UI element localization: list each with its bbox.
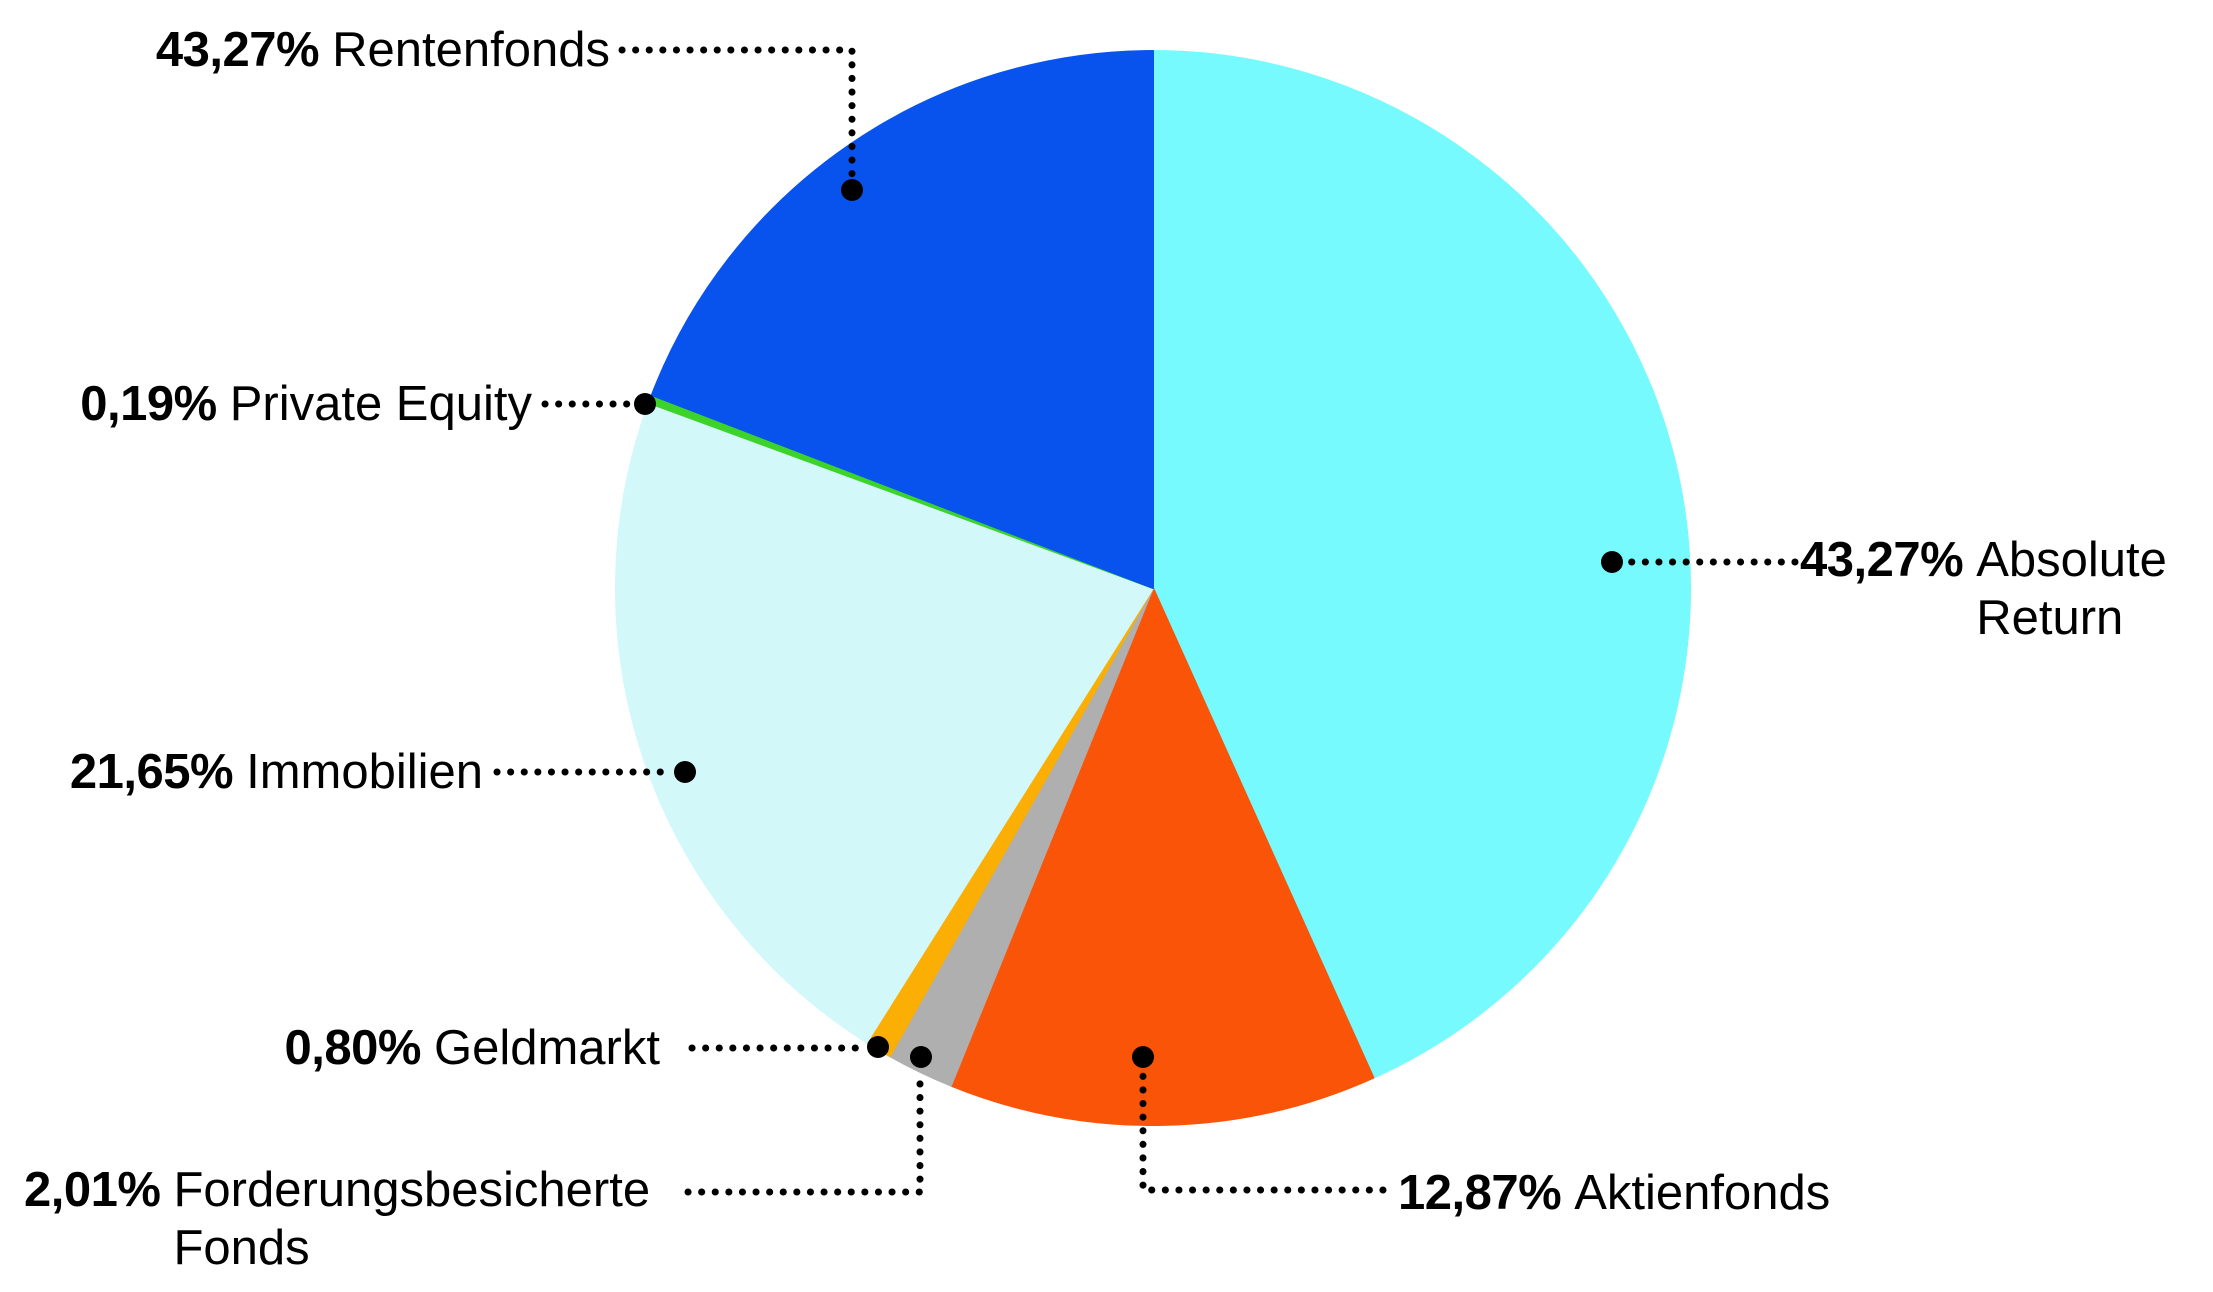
slice-name: Immobilien xyxy=(246,745,483,799)
slice-callout-forderungsbesicherte-fonds: 2,01% Forderungsbesicherte Fonds xyxy=(24,1161,733,1277)
slice-callout-absolute-return: 43,27% Absolute Return xyxy=(1800,531,2181,647)
slice-name: Aktienfonds xyxy=(1574,1166,1831,1220)
slice-value: 0,80% xyxy=(284,1021,422,1075)
slice-callout-aktienfonds: 12,87% Aktienfonds xyxy=(1398,1164,1830,1222)
leader-dot-geldmarkt xyxy=(867,1036,889,1058)
slice-callout-private-equity: 0,19% Private Equity xyxy=(80,375,532,433)
slice-value: 21,65% xyxy=(69,745,234,799)
slice-value: 43,27% xyxy=(1800,533,1964,587)
slice-name: Rentenfonds xyxy=(332,23,610,77)
leader-dot-forderungsbesicherte-fonds xyxy=(910,1046,932,1068)
slice-callout-rentenfonds: 43,27% Rentenfonds xyxy=(156,21,610,79)
pie-slice-aktienfonds xyxy=(949,587,1375,1127)
slice-value: 12,87% xyxy=(1398,1166,1562,1220)
pie-slice-immobilien xyxy=(615,401,1154,1044)
slice-name: Geldmarkt xyxy=(433,1021,660,1075)
pie-slice-absolute-return xyxy=(1152,50,1691,1079)
pie-slices xyxy=(615,50,1691,1127)
slice-callout-geldmarkt: 0,80% Geldmarkt xyxy=(285,1019,660,1077)
leader-dot-rentenfonds xyxy=(841,179,863,201)
slice-value: 43,27% xyxy=(155,23,320,77)
leader-dot-aktienfonds xyxy=(1132,1046,1154,1068)
leader-dot-absolute-return xyxy=(1601,551,1623,573)
slice-name: Private Equity xyxy=(229,377,532,431)
leader-line-rentenfonds xyxy=(618,46,856,182)
slice-value: 2,01% xyxy=(24,1163,161,1217)
leader-dot-immobilien xyxy=(674,761,696,783)
slice-name: Forderungsbesicherte Fonds xyxy=(173,1163,651,1275)
slice-callout-immobilien: 21,65% Immobilien xyxy=(70,743,483,801)
leader-lines xyxy=(493,46,1799,1196)
leader-line-aktienfonds xyxy=(1139,1069,1387,1194)
leader-dot-private-equity xyxy=(634,393,656,415)
slice-name: Absolute Return xyxy=(1976,533,2167,645)
leader-line-forderungsbesicherte-fonds xyxy=(684,1069,924,1196)
slice-value: 0,19% xyxy=(80,377,217,431)
